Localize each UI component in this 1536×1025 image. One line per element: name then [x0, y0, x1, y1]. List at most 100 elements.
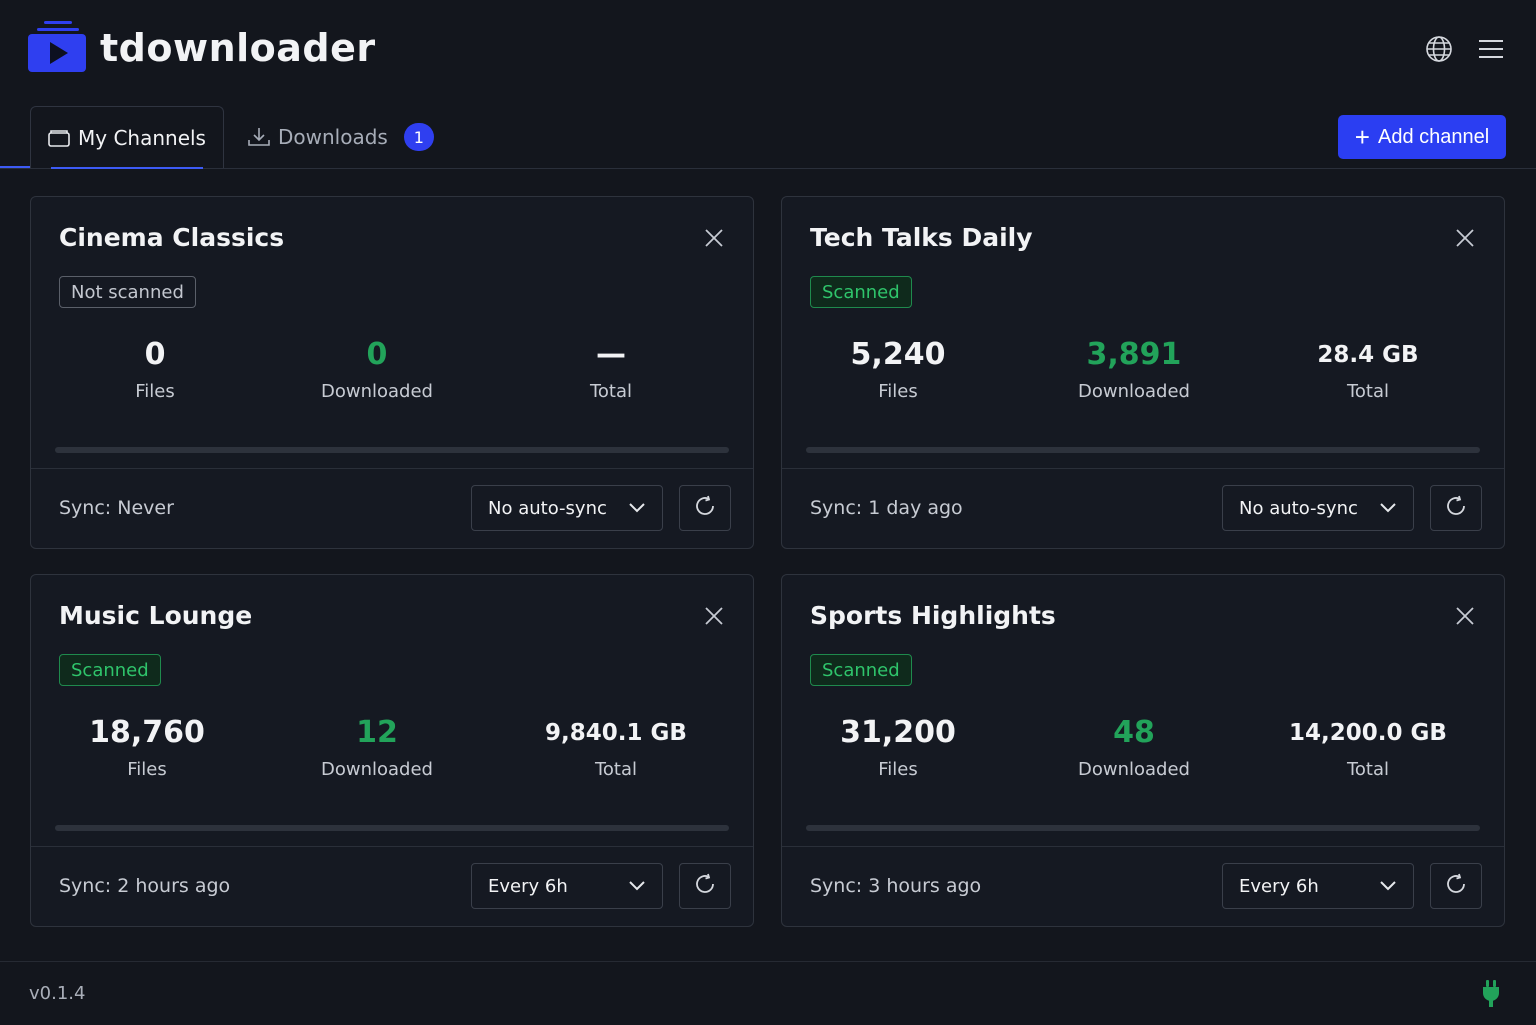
remove-channel-close-icon[interactable]	[1452, 225, 1478, 251]
chevron-down-icon	[1379, 498, 1397, 519]
files-label: Files	[878, 759, 918, 780]
card-divider	[31, 468, 753, 469]
chevron-down-icon	[628, 876, 646, 897]
total-stat: 28.4 GB Total	[1317, 335, 1418, 402]
downloaded-stat: 12 Downloaded	[321, 713, 433, 780]
last-sync-text: Sync: 2 hours ago	[59, 875, 231, 897]
tab-bar: My Channels Downloads 1	[0, 106, 1536, 169]
files-stat: 0 Files	[135, 335, 175, 402]
globe-icon[interactable]	[1424, 34, 1454, 64]
total-size: 9,840.1 GB	[545, 720, 687, 746]
auto-sync-select[interactable]: No auto-sync	[471, 485, 663, 531]
tab-label: Downloads	[278, 125, 388, 149]
downloaded-stat: 3,891 Downloaded	[1078, 335, 1190, 402]
plug-icon	[1483, 980, 1499, 1007]
total-size: 28.4 GB	[1317, 342, 1419, 368]
auto-sync-value: No auto-sync	[1239, 497, 1358, 519]
channel-card: Tech Talks Daily Scanned 5,240 Files 3,8…	[781, 196, 1505, 549]
sync-now-button[interactable]	[1430, 485, 1482, 531]
files-label: Files	[127, 759, 167, 780]
files-stat: 5,240 Files	[851, 335, 946, 402]
remove-channel-close-icon[interactable]	[701, 603, 727, 629]
last-sync-text: Sync: 3 hours ago	[810, 875, 982, 897]
downloaded-count: 12	[356, 715, 398, 750]
last-sync-text: Sync: Never	[59, 497, 174, 519]
last-sync-text: Sync: 1 day ago	[810, 497, 963, 519]
total-label: Total	[1346, 381, 1390, 402]
remove-channel-close-icon[interactable]	[1452, 603, 1478, 629]
files-stat: 18,760 Files	[89, 713, 205, 780]
tab-label: My Channels	[78, 125, 206, 150]
total-label: Total	[589, 381, 633, 402]
folder-icon	[48, 129, 70, 147]
download-progress-bar	[806, 825, 1480, 831]
status-badge: Scanned	[59, 654, 161, 686]
active-tab-indicator	[51, 167, 203, 169]
download-progress-bar	[55, 447, 729, 453]
card-divider	[782, 468, 1504, 469]
downloaded-label: Downloaded	[321, 759, 433, 780]
total-stat: 14,200.0 GB Total	[1289, 713, 1447, 780]
total-size: 14,200.0 GB	[1289, 720, 1447, 746]
total-label: Total	[594, 759, 638, 780]
auto-sync-select[interactable]: Every 6h	[1222, 863, 1414, 909]
refresh-icon	[1444, 872, 1468, 900]
files-count: 31,200	[840, 715, 956, 750]
files-count: 5,240	[850, 337, 946, 372]
chevron-down-icon	[628, 498, 646, 519]
files-label: Files	[135, 381, 175, 402]
tab-bar-accent	[0, 166, 30, 168]
status-badge: Scanned	[810, 654, 912, 686]
files-count: 0	[144, 337, 166, 372]
app-version: v0.1.4	[29, 983, 86, 1004]
files-label: Files	[878, 381, 918, 402]
hamburger-menu-icon[interactable]	[1476, 34, 1506, 64]
channel-card: Cinema Classics Not scanned 0 Files 0 Do…	[30, 196, 754, 549]
status-badge: Scanned	[810, 276, 912, 308]
sync-now-button[interactable]	[679, 485, 731, 531]
auto-sync-value: No auto-sync	[488, 497, 607, 519]
channel-title: Sports Highlights	[810, 601, 1056, 630]
download-icon	[248, 127, 270, 147]
auto-sync-select[interactable]: No auto-sync	[1222, 485, 1414, 531]
downloaded-stat: 0 Downloaded	[321, 335, 433, 402]
auto-sync-select[interactable]: Every 6h	[471, 863, 663, 909]
add-channel-label: Add channel	[1377, 125, 1490, 148]
refresh-icon	[1444, 494, 1468, 522]
app-footer: v0.1.4	[0, 961, 1536, 1025]
total-stat: 9,840.1 GB Total	[545, 713, 687, 780]
refresh-icon	[693, 872, 717, 900]
files-count: 18,760	[89, 715, 205, 750]
status-badge: Not scanned	[59, 276, 196, 308]
app-header: tdownloader	[0, 0, 1536, 100]
sync-now-button[interactable]	[679, 863, 731, 909]
remove-channel-close-icon[interactable]	[701, 225, 727, 251]
auto-sync-value: Every 6h	[1239, 875, 1319, 897]
app-logo-icon	[28, 21, 86, 72]
channel-title: Music Lounge	[59, 601, 253, 630]
total-size: —	[595, 337, 626, 372]
channel-card: Sports Highlights Scanned 31,200 Files 4…	[781, 574, 1505, 927]
downloaded-label: Downloaded	[321, 381, 433, 402]
chevron-down-icon	[1379, 876, 1397, 897]
refresh-icon	[693, 494, 717, 522]
add-channel-button[interactable]: + Add channel	[1338, 115, 1506, 159]
channel-title: Tech Talks Daily	[810, 223, 1033, 252]
download-progress-bar	[806, 447, 1480, 453]
tab-my-channels[interactable]: My Channels	[30, 106, 224, 169]
download-progress-bar	[55, 825, 729, 831]
channel-title: Cinema Classics	[59, 223, 285, 252]
downloaded-stat: 48 Downloaded	[1078, 713, 1190, 780]
downloaded-count: 0	[366, 337, 388, 372]
tab-downloads[interactable]: Downloads 1	[248, 106, 434, 168]
downloaded-count: 3,891	[1086, 337, 1182, 372]
downloads-count-badge: 1	[403, 123, 434, 151]
plus-icon: +	[1354, 122, 1370, 152]
downloaded-label: Downloaded	[1078, 381, 1190, 402]
total-stat: — Total	[590, 335, 632, 402]
downloaded-count: 48	[1113, 715, 1155, 750]
downloaded-label: Downloaded	[1078, 759, 1190, 780]
sync-now-button[interactable]	[1430, 863, 1482, 909]
card-divider	[782, 846, 1504, 847]
app-title: tdownloader	[100, 26, 376, 70]
